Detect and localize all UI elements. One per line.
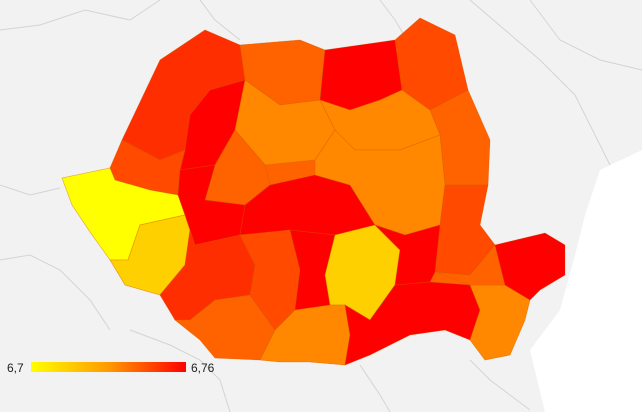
legend: 6,7 6,76 [7, 361, 215, 375]
border-line [0, 0, 161, 31]
legend-max-label: 6,76 [191, 361, 215, 375]
regions [61, 17, 566, 366]
sea-area [530, 150, 642, 412]
border-line [469, 0, 611, 166]
border-line [359, 364, 391, 412]
legend-min-label: 6,7 [7, 361, 24, 375]
border-line [0, 184, 61, 196]
legend-gradient-bar [31, 362, 186, 372]
border-line [529, 0, 642, 71]
border-line [0, 254, 111, 331]
region-southeast-2 [469, 284, 531, 361]
region-east-red [494, 232, 566, 301]
border-line [199, 0, 241, 41]
border-line [129, 329, 231, 412]
region-southeast-1 [374, 224, 441, 286]
border-line [469, 359, 531, 411]
